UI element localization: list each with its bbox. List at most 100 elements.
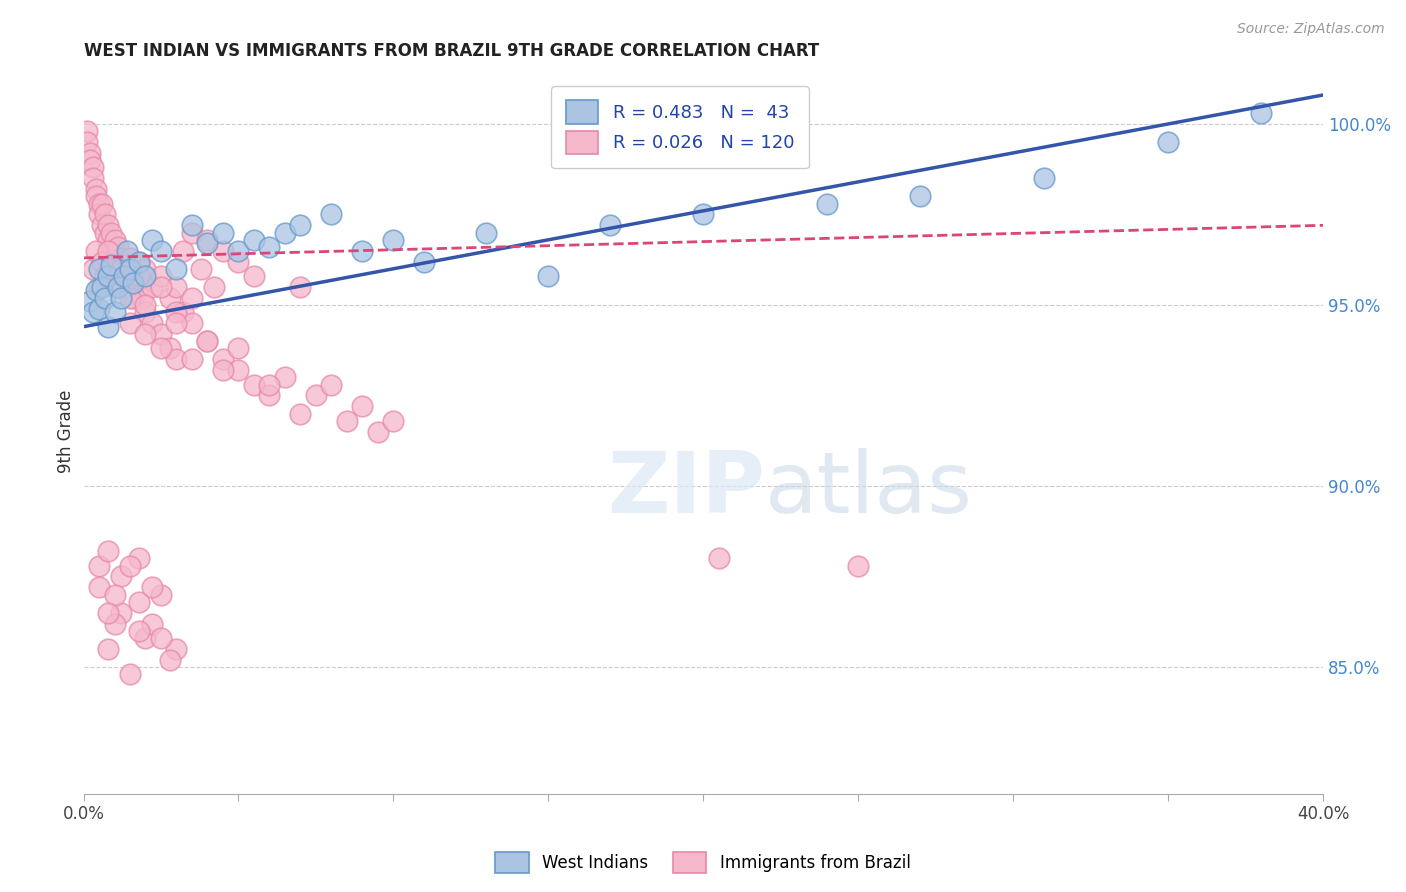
Point: [537, 268, 560, 283]
Point: [84, 284, 107, 298]
Point: [228, 254, 250, 268]
Point: [94, 291, 117, 305]
Point: [103, 305, 125, 319]
Point: [107, 261, 129, 276]
Point: [118, 251, 141, 265]
Legend: R = 0.483   N =  43, R = 0.026   N = 120: R = 0.483 N = 43, R = 0.026 N = 120: [551, 86, 808, 169]
Point: [97, 233, 120, 247]
Point: [382, 414, 405, 428]
Point: [150, 588, 173, 602]
Point: [134, 631, 156, 645]
Point: [103, 616, 125, 631]
Point: [84, 189, 107, 203]
Point: [128, 268, 150, 283]
Point: [118, 316, 141, 330]
Point: [1033, 171, 1056, 186]
Point: [87, 301, 110, 316]
Y-axis label: 9th Grade: 9th Grade: [58, 390, 75, 474]
Point: [131, 291, 153, 305]
Point: [166, 280, 188, 294]
Text: WEST INDIAN VS IMMIGRANTS FROM BRAZIL 9TH GRADE CORRELATION CHART: WEST INDIAN VS IMMIGRANTS FROM BRAZIL 9T…: [83, 42, 818, 60]
Point: [97, 606, 120, 620]
Point: [181, 316, 204, 330]
Point: [228, 342, 250, 356]
Point: [87, 280, 110, 294]
Point: [181, 291, 204, 305]
Point: [212, 244, 235, 258]
Point: [103, 251, 125, 265]
Point: [97, 544, 120, 558]
Point: [128, 254, 150, 268]
Point: [141, 316, 163, 330]
Point: [134, 326, 156, 341]
Point: [107, 280, 129, 294]
Point: [367, 425, 389, 439]
Point: [150, 342, 173, 356]
Point: [76, 124, 98, 138]
Point: [94, 226, 117, 240]
Point: [100, 226, 122, 240]
Point: [118, 667, 141, 681]
Point: [228, 363, 250, 377]
Point: [115, 268, 138, 283]
Point: [228, 244, 250, 258]
Point: [181, 219, 204, 233]
Point: [159, 653, 181, 667]
Point: [100, 258, 122, 272]
Point: [134, 261, 156, 276]
Point: [84, 182, 107, 196]
Point: [475, 226, 498, 240]
Point: [166, 261, 188, 276]
Point: [112, 258, 135, 272]
Point: [212, 226, 235, 240]
Point: [413, 254, 436, 268]
Point: [134, 305, 156, 319]
Point: [197, 236, 219, 251]
Point: [79, 294, 101, 309]
Point: [150, 268, 173, 283]
Point: [107, 240, 129, 254]
Point: [128, 624, 150, 638]
Point: [79, 145, 101, 160]
Point: [110, 606, 132, 620]
Point: [122, 291, 145, 305]
Point: [134, 298, 156, 312]
Point: [76, 135, 98, 149]
Point: [79, 153, 101, 168]
Point: [190, 261, 212, 276]
Point: [1157, 135, 1180, 149]
Point: [118, 280, 141, 294]
Point: [305, 388, 328, 402]
Point: [122, 261, 145, 276]
Point: [172, 244, 194, 258]
Point: [110, 291, 132, 305]
Point: [118, 261, 141, 276]
Point: [321, 207, 343, 221]
Point: [181, 226, 204, 240]
Point: [707, 551, 730, 566]
Point: [197, 334, 219, 348]
Point: [150, 631, 173, 645]
Point: [692, 207, 714, 221]
Point: [290, 280, 312, 294]
Point: [166, 316, 188, 330]
Point: [94, 268, 117, 283]
Point: [141, 616, 163, 631]
Point: [212, 363, 235, 377]
Point: [103, 233, 125, 247]
Point: [91, 280, 114, 294]
Point: [91, 196, 114, 211]
Point: [84, 244, 107, 258]
Point: [110, 268, 132, 283]
Point: [128, 595, 150, 609]
Point: [82, 161, 104, 175]
Point: [100, 244, 122, 258]
Point: [97, 641, 120, 656]
Point: [118, 558, 141, 573]
Point: [243, 233, 266, 247]
Point: [321, 377, 343, 392]
Point: [352, 400, 374, 414]
Point: [91, 254, 114, 268]
Point: [212, 352, 235, 367]
Point: [97, 244, 120, 258]
